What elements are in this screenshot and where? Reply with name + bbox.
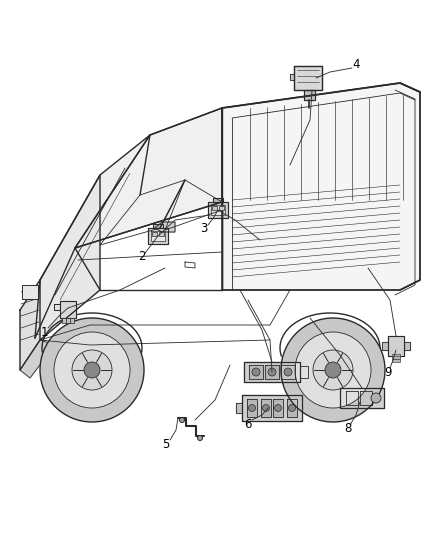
Polygon shape xyxy=(265,365,279,379)
Text: 2: 2 xyxy=(138,251,146,263)
Polygon shape xyxy=(273,399,283,417)
Polygon shape xyxy=(208,202,228,218)
Polygon shape xyxy=(304,90,315,100)
Polygon shape xyxy=(20,280,40,370)
Bar xyxy=(392,356,400,359)
Polygon shape xyxy=(244,362,300,382)
Circle shape xyxy=(40,318,144,422)
Text: 6: 6 xyxy=(244,418,252,432)
Text: 9: 9 xyxy=(384,366,392,378)
Circle shape xyxy=(72,350,112,390)
Circle shape xyxy=(198,435,202,440)
Circle shape xyxy=(313,350,353,390)
Bar xyxy=(66,318,70,323)
Bar xyxy=(392,359,400,361)
Polygon shape xyxy=(300,366,308,378)
Polygon shape xyxy=(60,301,76,318)
Bar xyxy=(152,232,157,236)
Polygon shape xyxy=(40,175,100,340)
Polygon shape xyxy=(261,399,271,417)
Polygon shape xyxy=(20,340,55,378)
Text: 5: 5 xyxy=(162,439,170,451)
Polygon shape xyxy=(35,135,150,338)
Circle shape xyxy=(252,368,260,376)
Circle shape xyxy=(295,332,371,408)
Circle shape xyxy=(84,362,100,378)
Circle shape xyxy=(281,318,385,422)
Polygon shape xyxy=(382,342,388,350)
Bar xyxy=(159,232,164,236)
Polygon shape xyxy=(236,403,242,413)
Polygon shape xyxy=(360,391,372,405)
Polygon shape xyxy=(340,388,384,408)
Polygon shape xyxy=(294,66,322,90)
Polygon shape xyxy=(249,365,263,379)
Circle shape xyxy=(325,362,341,378)
Circle shape xyxy=(262,405,269,411)
Polygon shape xyxy=(75,108,222,248)
Polygon shape xyxy=(247,399,257,417)
Polygon shape xyxy=(281,365,295,379)
Circle shape xyxy=(289,405,296,411)
Polygon shape xyxy=(153,224,163,228)
Polygon shape xyxy=(388,336,404,356)
Text: 8: 8 xyxy=(344,422,352,434)
Polygon shape xyxy=(148,228,168,244)
Bar xyxy=(219,206,224,210)
Circle shape xyxy=(275,405,282,411)
Circle shape xyxy=(268,368,276,376)
Polygon shape xyxy=(54,304,60,310)
Polygon shape xyxy=(404,342,410,350)
Bar xyxy=(392,353,400,357)
Bar xyxy=(62,318,66,323)
Polygon shape xyxy=(213,198,223,202)
Circle shape xyxy=(180,417,184,423)
Polygon shape xyxy=(211,205,225,215)
Polygon shape xyxy=(290,74,294,80)
Polygon shape xyxy=(242,395,302,421)
Text: 4: 4 xyxy=(352,59,360,71)
Bar xyxy=(212,206,217,210)
Polygon shape xyxy=(222,83,420,290)
Circle shape xyxy=(371,393,381,403)
Polygon shape xyxy=(151,231,165,241)
Circle shape xyxy=(54,332,130,408)
Text: 1: 1 xyxy=(40,326,48,338)
Polygon shape xyxy=(346,391,358,405)
Circle shape xyxy=(284,368,292,376)
Bar xyxy=(22,285,38,299)
Bar xyxy=(70,318,74,323)
Polygon shape xyxy=(287,399,297,417)
Circle shape xyxy=(248,405,255,411)
Text: 3: 3 xyxy=(200,222,208,236)
Polygon shape xyxy=(155,222,175,232)
